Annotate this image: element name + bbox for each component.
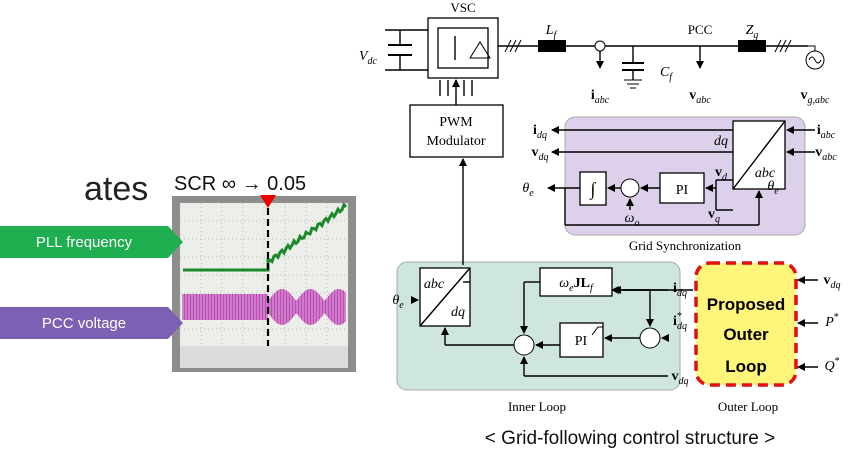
pi-label: PI — [575, 334, 588, 349]
pwm-label: Modulator — [426, 134, 485, 149]
subscript: dq — [679, 376, 689, 387]
outer-label: Outer — [723, 325, 769, 344]
subscript: dq — [831, 280, 841, 291]
symbol: v — [815, 145, 822, 160]
subscript: abc — [822, 152, 837, 163]
pcc-label: PCC — [688, 22, 713, 37]
math-label: Zg — [746, 23, 759, 41]
subscript: dc — [368, 56, 378, 67]
outer-wires — [798, 280, 818, 367]
symbol: v — [689, 88, 696, 103]
subscript: e — [399, 300, 404, 311]
subscript: abc — [696, 95, 711, 106]
math-label: Cf — [660, 65, 673, 83]
symbol: v — [708, 207, 715, 222]
math-label: θe — [522, 181, 534, 199]
badge-label: PCC voltage — [42, 315, 126, 332]
caption: < Grid-following control structure > — [485, 428, 775, 449]
symbol: ω — [559, 276, 569, 291]
symbol: v — [715, 165, 722, 180]
symbol: v — [801, 88, 808, 103]
subscript: abc — [821, 130, 836, 141]
subscript: abc — [595, 95, 610, 106]
math-label: vg,abc — [801, 88, 831, 106]
subscript: g,abc — [808, 95, 831, 106]
math-label: Q* — [824, 356, 839, 374]
vsc-label: VSC — [450, 0, 475, 15]
math-label: Vdc — [359, 49, 378, 67]
symbol: v — [672, 369, 679, 384]
math-label: vabc — [815, 145, 837, 163]
subscript: e — [774, 186, 779, 197]
block-title: Grid Synchronization — [629, 238, 742, 253]
math-label: P* — [824, 312, 839, 330]
symbol: v — [532, 145, 539, 160]
superscript: * — [834, 312, 839, 323]
pwm-block — [410, 105, 503, 157]
badge-label: PLL frequency — [36, 234, 133, 251]
math-label: Lf — [545, 23, 558, 41]
symbol: ω — [625, 211, 635, 226]
math-label: iabc — [591, 88, 610, 106]
math-label: vabc — [689, 88, 711, 106]
subscript: f — [669, 72, 673, 83]
symbol: Q — [824, 359, 834, 374]
block-title: Inner Loop — [508, 399, 566, 414]
symbol: Z — [746, 23, 754, 38]
math-label: vdq — [532, 145, 549, 163]
math-label: i*dq — [673, 311, 687, 332]
math-label: idq — [533, 123, 547, 141]
partial-text: ates — [84, 170, 148, 208]
oscilloscope-image — [172, 196, 356, 372]
pwm-label: PWM — [439, 115, 473, 130]
subscript: o — [634, 218, 639, 229]
transform-label: dq — [714, 134, 728, 149]
subscript: g — [753, 30, 758, 41]
subscript: dq — [537, 130, 547, 141]
pll-badge: PLL frequency — [0, 226, 183, 258]
scr-label: SCR ∞ → 0.05 — [174, 173, 306, 195]
subscript: q — [715, 214, 720, 225]
pcc-badge: PCC voltage — [0, 307, 183, 339]
subscript: dq — [677, 288, 687, 299]
pi-label: PI — [676, 183, 689, 198]
slide: ates SCR ∞ → 0.05 PLL frequency PCC volt… — [0, 0, 853, 451]
subscript: e — [529, 188, 534, 199]
subscript: dq — [677, 321, 687, 332]
symbol: L — [545, 23, 554, 38]
subscript: f — [554, 30, 558, 41]
outer-label: Loop — [725, 357, 767, 376]
block-title: Outer Loop — [718, 399, 778, 414]
math-label: vdq — [824, 273, 841, 291]
power-stage — [385, 18, 824, 88]
outer-label: Proposed — [707, 295, 785, 314]
symbol: P — [824, 315, 834, 330]
math-label: iabc — [817, 123, 836, 141]
transform-label: abc — [424, 277, 445, 292]
superscript: * — [835, 356, 840, 367]
transform-label: dq — [451, 305, 465, 320]
subscript: dq — [539, 152, 549, 163]
symbol: v — [824, 273, 831, 288]
symbol: JL — [574, 276, 590, 291]
